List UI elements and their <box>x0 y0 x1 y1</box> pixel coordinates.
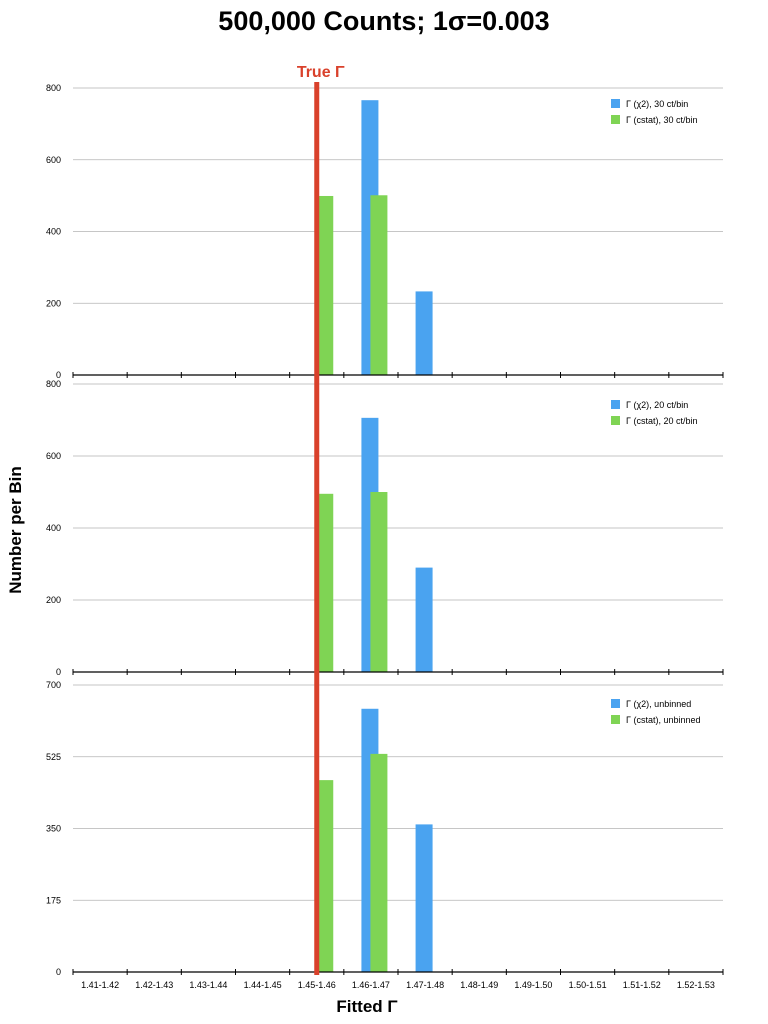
y-tick-label: 350 <box>46 824 61 834</box>
bar-cstat <box>316 493 334 672</box>
legend-label: Γ (cstat), 20 ct/bin <box>626 416 697 426</box>
bar-cstat <box>370 492 388 672</box>
legend-label: Γ (χ2), 20 ct/bin <box>626 400 688 410</box>
legend-label: Γ (cstat), unbinned <box>626 715 701 725</box>
x-tick-label: 1.45-1.46 <box>298 980 336 990</box>
y-tick-label: 0 <box>56 967 61 977</box>
legend-swatch <box>611 115 620 124</box>
x-tick-label: 1.51-1.52 <box>623 980 661 990</box>
y-tick-label: 175 <box>46 895 61 905</box>
bar-cstat <box>370 195 388 375</box>
legend-label: Γ (χ2), unbinned <box>626 699 691 709</box>
y-tick-label: 200 <box>46 298 61 308</box>
legend-swatch <box>611 99 620 108</box>
legend-swatch <box>611 715 620 724</box>
y-axis-label: Number per Bin <box>6 466 25 594</box>
y-tick-label: 600 <box>46 155 61 165</box>
x-tick-label: 1.47-1.48 <box>406 980 444 990</box>
y-tick-label: 400 <box>46 523 61 533</box>
legend-swatch <box>611 699 620 708</box>
x-tick-label: 1.43-1.44 <box>189 980 227 990</box>
bar-cstat <box>316 195 334 375</box>
chart-panel-3: 0 175 350 525 700 Γ (χ2), unbinned Γ (cstat), … <box>46 680 724 977</box>
chart-title: 500,000 Counts; 1σ=0.003 <box>218 6 549 36</box>
legend-label: Γ (cstat), 30 ct/bin <box>626 115 697 125</box>
y-tick-label: 525 <box>46 752 61 762</box>
x-tick-label: 1.42-1.43 <box>135 980 173 990</box>
legend-swatch <box>611 416 620 425</box>
bar-chi2 <box>415 291 433 375</box>
y-tick-label: 600 <box>46 451 61 461</box>
y-tick-label: 0 <box>56 370 61 380</box>
x-tick-label: 1.44-1.45 <box>244 980 282 990</box>
x-tick-label: 1.48-1.49 <box>460 980 498 990</box>
x-tick-label: 1.52-1.53 <box>677 980 715 990</box>
x-tick-label: 1.50-1.51 <box>569 980 607 990</box>
y-tick-label: 800 <box>46 83 61 93</box>
bar-cstat <box>316 780 334 972</box>
y-tick-label: 200 <box>46 595 61 605</box>
chart-panels: 0 200 400 600 800 Γ (χ2), 30 ct/bin Γ (cstat),… <box>46 83 724 990</box>
x-tick-label: 1.46-1.47 <box>352 980 390 990</box>
y-tick-label: 400 <box>46 227 61 237</box>
true-gamma-label: True Γ <box>297 64 345 81</box>
x-axis-label: Fitted Γ <box>336 997 397 1016</box>
chart-panel-2: 0 200 400 600 800 Γ (χ2), 20 ct/bin Γ (cstat),… <box>46 379 724 677</box>
legend-label: Γ (χ2), 30 ct/bin <box>626 99 688 109</box>
x-tick-label: 1.41-1.42 <box>81 980 119 990</box>
bar-chi2 <box>415 567 433 672</box>
x-tick-label: 1.49-1.50 <box>514 980 552 990</box>
legend-swatch <box>611 400 620 409</box>
chart-panel-1: 0 200 400 600 800 Γ (χ2), 30 ct/bin Γ (cstat),… <box>46 83 724 380</box>
y-tick-label: 800 <box>46 379 61 389</box>
bar-chi2 <box>415 824 433 972</box>
y-tick-label: 0 <box>56 667 61 677</box>
bar-cstat <box>370 753 388 972</box>
true-gamma-marker: True Γ <box>297 64 345 975</box>
y-tick-label: 700 <box>46 680 61 690</box>
